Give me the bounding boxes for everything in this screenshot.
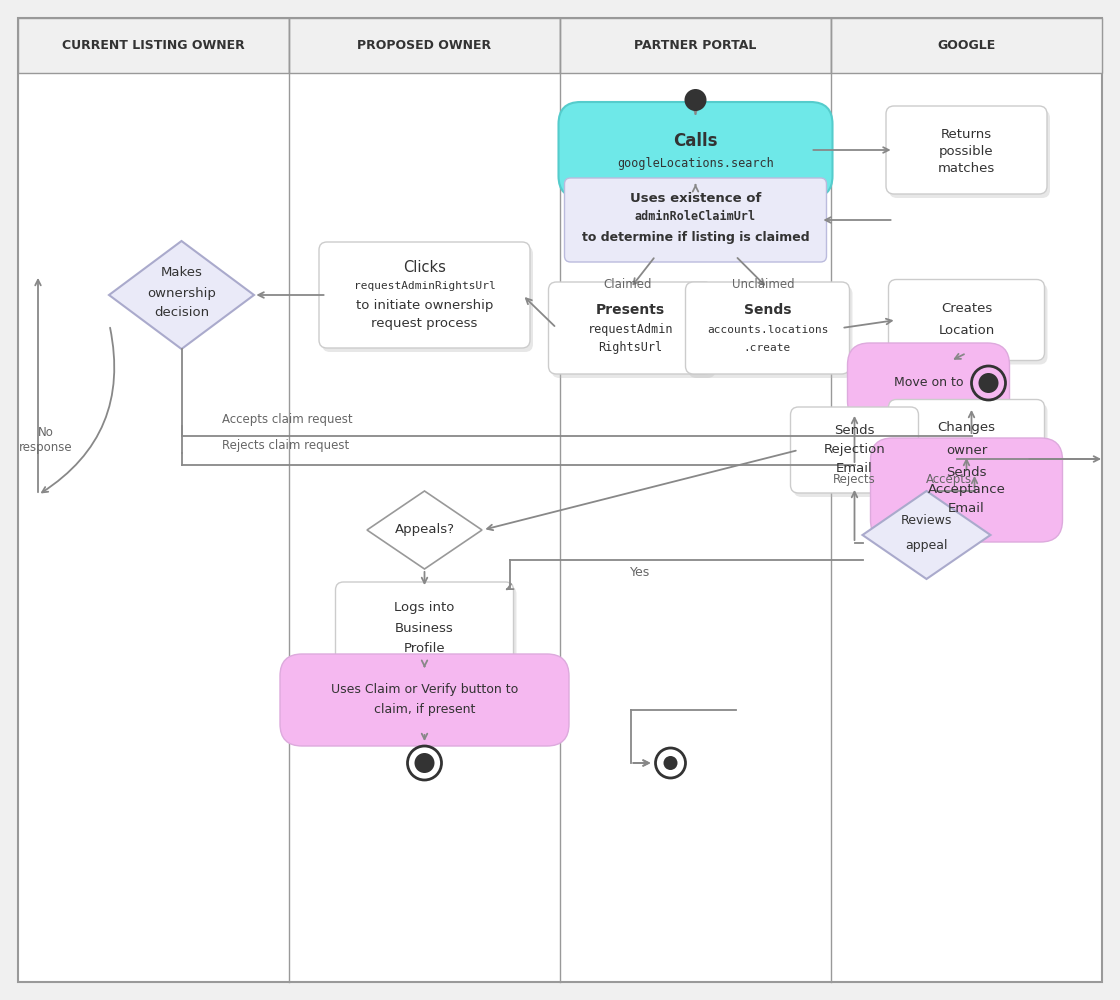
Circle shape <box>663 756 678 770</box>
Text: to initiate ownership: to initiate ownership <box>356 298 493 312</box>
Text: decision: decision <box>153 306 209 320</box>
Text: RightsUrl: RightsUrl <box>598 342 663 355</box>
Text: Calls: Calls <box>673 132 718 150</box>
Polygon shape <box>109 241 254 349</box>
Text: Rejects: Rejects <box>833 474 876 487</box>
FancyBboxPatch shape <box>685 282 849 374</box>
Text: No
response: No response <box>19 426 73 454</box>
Text: Reviews: Reviews <box>900 514 952 528</box>
Circle shape <box>979 373 999 393</box>
Text: Presents: Presents <box>596 303 665 317</box>
Text: matches: matches <box>937 161 996 174</box>
FancyBboxPatch shape <box>892 284 1047 364</box>
Circle shape <box>414 753 435 773</box>
Polygon shape <box>367 491 482 569</box>
Text: Rejects claim request: Rejects claim request <box>222 438 348 452</box>
Polygon shape <box>862 491 990 579</box>
FancyBboxPatch shape <box>338 586 516 678</box>
Text: PARTNER PORTAL: PARTNER PORTAL <box>634 39 757 52</box>
Text: Returns: Returns <box>941 127 992 140</box>
Text: Changes: Changes <box>937 422 996 434</box>
Text: googleLocations.search: googleLocations.search <box>617 156 774 169</box>
Text: CURRENT LISTING OWNER: CURRENT LISTING OWNER <box>62 39 245 52</box>
FancyBboxPatch shape <box>889 110 1051 198</box>
FancyBboxPatch shape <box>564 178 827 262</box>
FancyBboxPatch shape <box>793 411 922 497</box>
Text: Rejection: Rejection <box>823 444 886 456</box>
Text: ownership: ownership <box>147 286 216 300</box>
Text: Makes: Makes <box>160 266 203 279</box>
Text: Accepts claim request: Accepts claim request <box>222 414 352 426</box>
FancyBboxPatch shape <box>551 286 716 378</box>
Text: to determine if listing is claimed: to determine if listing is claimed <box>581 232 810 244</box>
FancyBboxPatch shape <box>336 582 513 674</box>
FancyBboxPatch shape <box>549 282 712 374</box>
FancyBboxPatch shape <box>319 242 530 348</box>
Text: Claimed: Claimed <box>604 278 652 292</box>
FancyBboxPatch shape <box>18 18 1102 982</box>
Text: Move on to: Move on to <box>894 376 963 389</box>
Text: Accepts: Accepts <box>925 474 971 487</box>
Text: accounts.locations: accounts.locations <box>707 325 829 335</box>
Text: Profile: Profile <box>403 642 446 654</box>
FancyBboxPatch shape <box>886 106 1047 194</box>
FancyBboxPatch shape <box>280 654 569 746</box>
Text: Location: Location <box>939 324 995 336</box>
FancyBboxPatch shape <box>791 407 918 493</box>
Text: Uses existence of: Uses existence of <box>629 192 762 205</box>
Text: PROPOSED OWNER: PROPOSED OWNER <box>357 39 492 52</box>
FancyBboxPatch shape <box>560 18 831 73</box>
FancyBboxPatch shape <box>559 102 832 198</box>
Text: Uses Claim or Verify button to: Uses Claim or Verify button to <box>330 684 519 696</box>
Text: claim, if present: claim, if present <box>374 704 475 716</box>
Text: requestAdminRightsUrl: requestAdminRightsUrl <box>354 281 495 291</box>
Text: Appeals?: Appeals? <box>394 524 455 536</box>
Text: Sends: Sends <box>946 466 987 479</box>
Text: possible: possible <box>940 144 993 157</box>
Text: owner: owner <box>946 444 987 456</box>
Text: GOOGLE: GOOGLE <box>937 39 996 52</box>
Text: request process: request process <box>372 316 478 330</box>
FancyBboxPatch shape <box>870 438 1063 542</box>
FancyBboxPatch shape <box>323 246 533 352</box>
Text: Email: Email <box>949 502 984 514</box>
FancyBboxPatch shape <box>888 399 1045 481</box>
Text: Creates: Creates <box>941 302 992 314</box>
FancyBboxPatch shape <box>689 286 852 378</box>
FancyBboxPatch shape <box>848 343 1009 423</box>
Text: Logs into: Logs into <box>394 601 455 614</box>
Text: Clicks: Clicks <box>403 259 446 274</box>
Text: Yes: Yes <box>631 566 651 578</box>
FancyBboxPatch shape <box>289 18 560 73</box>
FancyBboxPatch shape <box>888 279 1045 360</box>
Text: Acceptance: Acceptance <box>927 484 1006 496</box>
Text: Sends: Sends <box>744 303 791 317</box>
Text: Unclaimed: Unclaimed <box>732 278 795 292</box>
FancyBboxPatch shape <box>831 18 1102 73</box>
Circle shape <box>684 89 707 111</box>
Text: adminRoleClaimUrl: adminRoleClaimUrl <box>635 211 756 224</box>
Text: .create: .create <box>744 343 791 353</box>
Text: Email: Email <box>837 462 872 476</box>
Text: Business: Business <box>395 621 454 635</box>
FancyBboxPatch shape <box>892 403 1047 485</box>
Text: requestAdmin: requestAdmin <box>588 324 673 336</box>
Text: Sends: Sends <box>834 424 875 438</box>
FancyBboxPatch shape <box>18 18 289 73</box>
Text: appeal: appeal <box>905 538 948 552</box>
